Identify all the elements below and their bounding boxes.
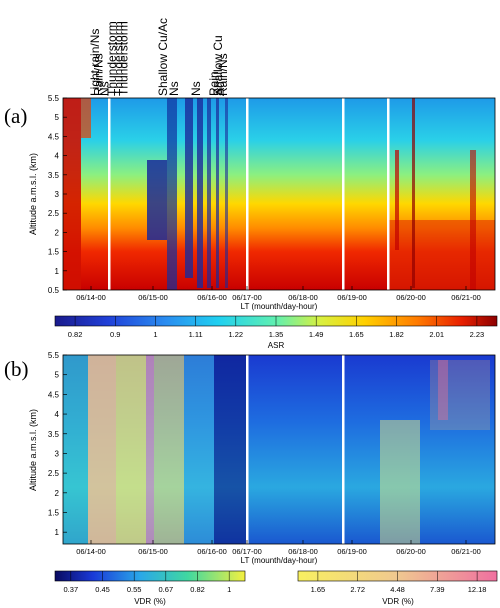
y-tick-label: 2 <box>55 228 60 237</box>
asr-colorbar-label: ASR <box>268 341 285 350</box>
y-tick-label: 1.5 <box>48 248 60 257</box>
colorbar-tick-label: 0.67 <box>159 585 174 594</box>
event-label: Thunderstorm <box>117 21 131 96</box>
colorbar-tick-label: 2.72 <box>350 585 365 594</box>
colorbar-tick-label: 1.65 <box>311 585 326 594</box>
event-label: Light rain/Ns <box>88 29 102 96</box>
vdr-high-colorbar: 1.65 2.72 4.48 7.39 12.18 VDR (%) <box>297 570 498 606</box>
colorbar-tick-label: 1.65 <box>349 330 364 339</box>
y-tick-label: 3.5 <box>48 171 60 180</box>
event-label: Shallow Cu <box>211 35 225 96</box>
y-tick-label: 4.5 <box>48 132 60 141</box>
x-tick-label: 06/14-00 <box>76 293 106 302</box>
y-tick-label: 5 <box>55 113 60 122</box>
y-tick-label: 3 <box>55 190 60 199</box>
colorbar-tick-label: 1 <box>227 585 231 594</box>
y-tick-label: 4 <box>55 410 60 419</box>
event-label: Thunderstorm <box>105 21 119 96</box>
event-labels: Light rain/NsRain/NsNsThunderstormThunde… <box>88 18 230 96</box>
panel-a-y-axis: 0.5 1 1.5 2 2.5 3 3.5 4 4.5 5 5.5 <box>48 94 67 295</box>
colorbar-tick-label: 1.49 <box>309 330 324 339</box>
event-label: Ns <box>167 81 181 96</box>
x-tick-label: 06/20-00 <box>396 547 426 556</box>
x-tick-label: 06/21-00 <box>451 547 481 556</box>
y-tick-label: 1.5 <box>48 509 60 518</box>
colorbar-tick-label: 2.23 <box>470 330 485 339</box>
panel-a: 0.5 1 1.5 2 2.5 3 3.5 4 4.5 5 5.5 06/14-00 06/15-00… <box>28 94 496 311</box>
y-tick-label: 0.5 <box>48 286 60 295</box>
event-label: Shallow Cu/Ac <box>156 18 170 96</box>
x-tick-label: 06/14-00 <box>76 547 106 556</box>
y-tick-label: 3.5 <box>48 430 60 439</box>
vdr-low-colorbar-label: VDR (%) <box>134 597 166 606</box>
colorbar-tick-label: 0.9 <box>110 330 120 339</box>
x-tick-label: 06/15-00 <box>138 547 168 556</box>
x-tick-label: 06/19-00 <box>337 293 367 302</box>
x-tick-label: 06/21-00 <box>451 293 481 302</box>
colorbar-tick-label: 1.22 <box>229 330 244 339</box>
event-label: Ns <box>97 81 111 96</box>
y-tick-label: 1 <box>55 267 60 276</box>
y-tick-label: 2 <box>55 489 60 498</box>
y-tick-label: 5.5 <box>48 94 60 103</box>
colorbar-tick-label: 0.37 <box>64 585 79 594</box>
y-tick-label: 1 <box>55 528 60 537</box>
vdr-high-colorbar-label: VDR (%) <box>382 597 414 606</box>
event-label: Ac <box>213 82 227 96</box>
y-tick-label: 2.5 <box>48 209 60 218</box>
colorbar-tick-label: 4.48 <box>390 585 405 594</box>
x-tick-label: 06/17-00 <box>232 547 262 556</box>
panel-a-x-axis: 06/14-00 06/15-00 06/16-00 06/17-00 06/18-00… <box>76 286 481 302</box>
y-tick-label: 5 <box>55 371 60 380</box>
vdr-low-colorbar: 0.37 0.45 0.55 0.67 0.82 1 VDR (%) <box>54 570 246 606</box>
event-label: Thunderstorm <box>111 21 125 96</box>
colorbar-tick-label: 7.39 <box>430 585 445 594</box>
event-label: Ns <box>189 81 203 96</box>
x-tick-label: 06/20-00 <box>396 293 426 302</box>
y-tick-label: 2.5 <box>48 469 60 478</box>
colorbar-tick-label: 0.45 <box>95 585 110 594</box>
panel-b-tag: (b) <box>4 357 29 381</box>
y-tick-label: 3 <box>55 449 60 458</box>
panel-b: 11.522.533.544.555.5 06/14-00 06/15-00 06/… <box>28 351 496 565</box>
colorbar-tick-label: 1.35 <box>269 330 284 339</box>
event-label: Rain <box>207 71 221 96</box>
x-tick-label: 06/17-00 <box>232 293 262 302</box>
asr-colorbar: 0.82 0.9 1 1.11 1.22 1.35 1.49 1.65 1.82 2.01 2.23… <box>54 315 498 350</box>
x-tick-label: 06/16-00 <box>197 293 227 302</box>
x-tick-label: 06/19-00 <box>337 547 367 556</box>
panel-a-tag: (a) <box>4 104 27 128</box>
panel-b-x-axis: 06/14-00 06/15-00 06/16-00 06/17-00 06/18-00… <box>76 540 481 556</box>
event-label: Rain/Ns <box>216 53 230 96</box>
x-tick-label: 06/15-00 <box>138 293 168 302</box>
panel-a-y-label: Altitude a.m.s.l. (km) <box>28 153 38 235</box>
x-tick-label: 06/18-00 <box>288 293 318 302</box>
y-tick-label: 4 <box>55 152 60 161</box>
colorbar-tick-label: 2.01 <box>429 330 444 339</box>
panel-b-y-label: Altitude a.m.s.l. (km) <box>28 409 38 491</box>
y-tick-label: 4.5 <box>48 390 60 399</box>
x-tick-label: 06/16-00 <box>197 547 227 556</box>
colorbar-tick-label: 12.18 <box>468 585 487 594</box>
colorbar-tick-label: 1 <box>153 330 157 339</box>
x-tick-label: 06/18-00 <box>288 547 318 556</box>
colorbar-tick-label: 0.55 <box>127 585 142 594</box>
colorbar-tick-label: 1.11 <box>189 330 203 339</box>
colorbar-tick-label: 0.82 <box>190 585 205 594</box>
colorbar-tick-label: 0.82 <box>68 330 83 339</box>
event-label: Rain/Ns <box>91 53 105 96</box>
colorbar-tick-label: 1.82 <box>389 330 404 339</box>
panel-b-y-axis: 1 1.5 2 2.5 3 3.5 4 4.5 5 5.5 <box>48 351 67 537</box>
panel-a-x-label: LT (mounth/day-hour) <box>241 302 318 311</box>
panel-b-x-label: LT (mounth/day-hour) <box>241 556 318 565</box>
y-tick-label: 5.5 <box>48 351 60 360</box>
